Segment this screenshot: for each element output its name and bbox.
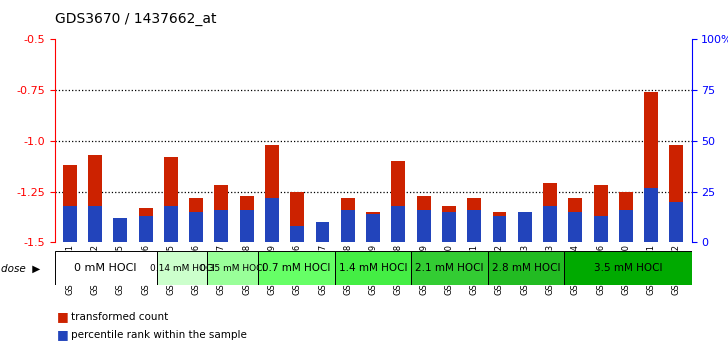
- Text: 0.35 mM HOCl: 0.35 mM HOCl: [200, 264, 266, 273]
- Bar: [442, 212, 456, 242]
- Text: 1.4 mM HOCl: 1.4 mM HOCl: [339, 263, 408, 273]
- Text: percentile rank within the sample: percentile rank within the sample: [71, 330, 248, 339]
- Bar: [341, 198, 355, 242]
- Bar: [644, 188, 658, 242]
- Bar: [564, 251, 692, 285]
- Bar: [88, 155, 102, 242]
- Bar: [207, 251, 258, 285]
- Bar: [392, 161, 405, 242]
- Bar: [569, 212, 582, 242]
- Bar: [55, 251, 157, 285]
- Bar: [240, 196, 253, 242]
- Bar: [392, 206, 405, 242]
- Bar: [215, 185, 229, 242]
- Bar: [290, 226, 304, 242]
- Bar: [215, 210, 229, 242]
- Bar: [670, 202, 684, 242]
- Bar: [543, 206, 557, 242]
- Text: 2.1 mM HOCl: 2.1 mM HOCl: [415, 263, 484, 273]
- Bar: [488, 251, 564, 285]
- Text: 3.5 mM HOCl: 3.5 mM HOCl: [593, 263, 662, 273]
- Text: transformed count: transformed count: [71, 312, 169, 322]
- Text: 0 mM HOCl: 0 mM HOCl: [74, 263, 137, 273]
- Bar: [88, 206, 102, 242]
- Bar: [138, 216, 153, 242]
- Bar: [366, 212, 380, 242]
- Bar: [189, 212, 203, 242]
- Bar: [63, 206, 76, 242]
- Bar: [416, 196, 430, 242]
- Text: ■: ■: [57, 310, 68, 323]
- Bar: [138, 208, 153, 242]
- Bar: [619, 210, 633, 242]
- Text: 0.14 mM HOCl: 0.14 mM HOCl: [149, 264, 215, 273]
- Bar: [518, 218, 531, 242]
- Bar: [467, 210, 481, 242]
- Text: GDS3670 / 1437662_at: GDS3670 / 1437662_at: [55, 12, 216, 27]
- Bar: [467, 198, 481, 242]
- Bar: [157, 251, 207, 285]
- Bar: [335, 251, 411, 285]
- Bar: [114, 218, 127, 242]
- Bar: [416, 210, 430, 242]
- Text: ■: ■: [57, 328, 68, 341]
- Text: 0.7 mM HOCl: 0.7 mM HOCl: [263, 263, 331, 273]
- Bar: [493, 212, 507, 242]
- Bar: [543, 183, 557, 242]
- Bar: [258, 251, 335, 285]
- Bar: [114, 218, 127, 242]
- Bar: [442, 206, 456, 242]
- Bar: [265, 145, 279, 242]
- Bar: [366, 214, 380, 242]
- Bar: [593, 216, 608, 242]
- Text: dose  ▶: dose ▶: [1, 263, 40, 273]
- Bar: [265, 198, 279, 242]
- Bar: [63, 165, 76, 242]
- Bar: [593, 185, 608, 242]
- Bar: [164, 157, 178, 242]
- Bar: [644, 92, 658, 242]
- Bar: [493, 216, 507, 242]
- Bar: [670, 145, 684, 242]
- Bar: [341, 210, 355, 242]
- Bar: [316, 222, 330, 242]
- Text: 2.8 mM HOCl: 2.8 mM HOCl: [491, 263, 561, 273]
- Bar: [189, 198, 203, 242]
- Bar: [290, 192, 304, 242]
- Bar: [240, 210, 253, 242]
- Bar: [569, 198, 582, 242]
- Bar: [164, 206, 178, 242]
- Bar: [518, 212, 531, 242]
- Bar: [619, 192, 633, 242]
- Bar: [411, 251, 488, 285]
- Bar: [316, 239, 330, 242]
